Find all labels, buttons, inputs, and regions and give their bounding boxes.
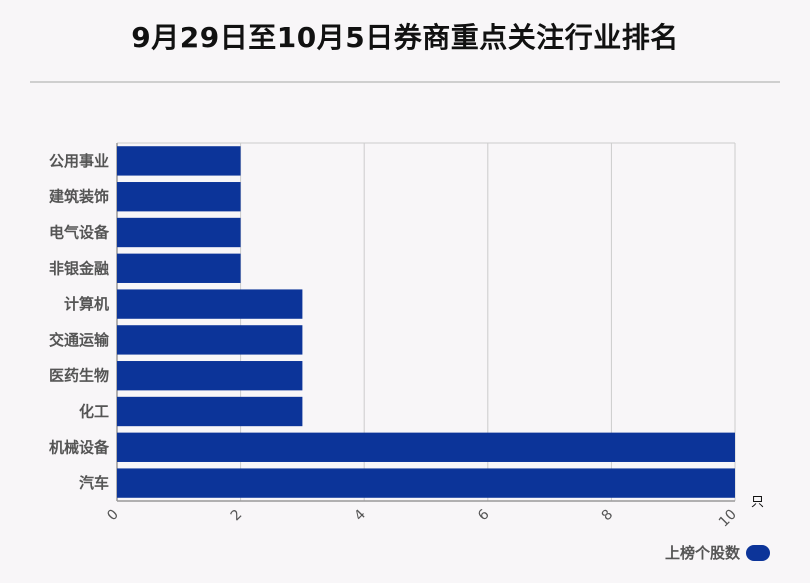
chart-title: 9月29日至10月5日券商重点关注行业排名	[131, 21, 679, 54]
bar	[117, 396, 303, 427]
category-label: 电气设备	[49, 224, 110, 242]
category-label: 公用事业	[49, 152, 109, 170]
x-unit-label: 只	[751, 495, 764, 510]
legend-swatch	[746, 544, 770, 561]
title-divider	[30, 81, 780, 83]
category-label: 医药生物	[49, 367, 109, 385]
bar	[117, 361, 303, 391]
category-label: 建筑装饰	[49, 188, 109, 206]
category-label: 化工	[79, 403, 109, 421]
category-label: 交通运输	[49, 331, 110, 349]
category-label: 非银金融	[49, 259, 109, 277]
bar	[117, 468, 735, 498]
bar	[117, 432, 735, 462]
bar	[117, 253, 241, 283]
x-tick-label: 4	[351, 506, 369, 524]
x-tick-label: 0	[104, 507, 122, 525]
x-tick-label: 2	[228, 507, 246, 525]
category-label: 汽车	[79, 474, 109, 492]
bar	[117, 289, 303, 319]
x-tick-label: 10	[716, 507, 740, 531]
legend: 上榜个股数	[665, 542, 770, 563]
bar	[117, 146, 241, 176]
bar	[117, 182, 241, 212]
category-label: 计算机	[64, 295, 109, 313]
x-tick-label: 6	[475, 506, 493, 524]
category-label: 机械设备	[49, 438, 110, 456]
bar	[117, 217, 241, 248]
x-tick-label: 8	[599, 507, 617, 525]
bar	[117, 325, 303, 355]
legend-label: 上榜个股数	[664, 544, 740, 562]
